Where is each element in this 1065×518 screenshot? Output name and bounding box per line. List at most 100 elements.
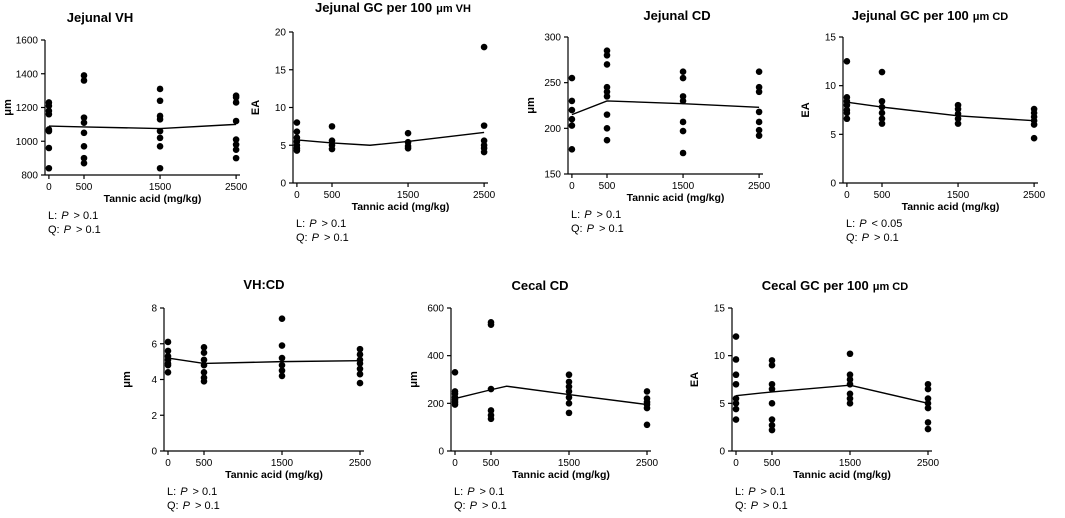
- x-tick-label: 1500: [558, 458, 581, 469]
- chart-title: Cecal CD: [511, 278, 568, 293]
- x-tick-label: 2500: [349, 458, 372, 469]
- chart-panel-4: Jejunal GC per 100 μm CD 0 5 10 15 0 500 1500 250…: [800, 8, 1046, 244]
- stat-linear-value: > 0.1: [597, 209, 622, 221]
- data-point: [156, 134, 164, 142]
- chart-title-suffix: μm CD: [973, 11, 1009, 23]
- chart-panel-3: Jejunal CD 150 200 250 300 0 500 1500 2500 Tannic…: [525, 8, 771, 235]
- data-point: [156, 127, 164, 135]
- data-point: [732, 416, 740, 423]
- x-tick-label: 500: [196, 458, 213, 469]
- data-point: [878, 103, 886, 111]
- stat-linear: L: P > 0.1: [167, 486, 217, 498]
- y-axis-label: EA: [800, 102, 812, 117]
- data-point: [755, 108, 763, 116]
- data-point: [924, 400, 932, 407]
- x-tick-label: 500: [324, 190, 341, 201]
- data-point: [80, 154, 88, 162]
- data-point: [328, 123, 336, 130]
- y-tick-label: 400: [427, 351, 444, 362]
- x-tick-label: 0: [569, 181, 575, 192]
- x-tick-label: 0: [46, 182, 52, 193]
- data-point: [603, 111, 611, 118]
- data-point: [755, 88, 763, 96]
- stat-quadratic-value: > 0.1: [482, 500, 507, 512]
- stat-quadratic: Q: P > 0.1: [735, 500, 788, 512]
- data-point: [45, 110, 53, 118]
- data-point: [80, 72, 88, 79]
- chart-title: Jejunal VH: [67, 10, 133, 25]
- stat-quadratic: Q: P > 0.1: [846, 232, 899, 244]
- data-point: [232, 141, 240, 148]
- y-tick-label: 1400: [16, 69, 39, 80]
- data-point: [45, 164, 53, 172]
- stat-linear: L: P > 0.1: [296, 218, 346, 230]
- data-point: [487, 321, 495, 328]
- data-point: [156, 143, 164, 150]
- data-point: [878, 109, 886, 117]
- stat-linear-label: L:: [571, 209, 580, 221]
- data-point: [768, 361, 776, 369]
- mean-line: [735, 384, 929, 405]
- stat-linear: L: P > 0.1: [571, 209, 621, 221]
- data-point: [732, 356, 740, 363]
- data-point: [293, 128, 301, 135]
- chart-panel-5: VH:CD 0 2 4 6 8 0 500 1500 2500 Tannic acid (mg/kg…: [121, 277, 372, 512]
- chart-title: VH:CD: [243, 277, 284, 292]
- data-point: [565, 400, 573, 407]
- mean-line: [846, 101, 1035, 122]
- data-point: [755, 83, 763, 91]
- stat-quadratic-value: > 0.1: [763, 500, 788, 512]
- data-point: [232, 146, 240, 153]
- data-point: [565, 394, 573, 401]
- y-tick-label: 10: [275, 103, 287, 114]
- data-point: [603, 61, 611, 68]
- x-tick-label: 2500: [917, 458, 940, 469]
- data-point: [80, 159, 88, 167]
- data-point: [156, 164, 164, 172]
- data-point: [732, 333, 740, 340]
- y-tick-label: 150: [544, 170, 561, 181]
- data-point: [846, 371, 854, 379]
- data-point: [164, 338, 172, 346]
- stat-quadratic-label: Q:: [571, 223, 583, 235]
- data-point: [328, 145, 336, 153]
- chart-title-main: Cecal GC per 100: [762, 278, 869, 293]
- data-point: [603, 88, 611, 96]
- data-point: [924, 425, 932, 433]
- stat-quadratic-value: > 0.1: [324, 232, 349, 244]
- y-axis-label: μm: [2, 99, 14, 116]
- x-axis-label: Tannic acid (mg/kg): [352, 201, 450, 213]
- chart-title-main: Cecal CD: [511, 278, 568, 293]
- x-tick-label: 500: [764, 458, 781, 469]
- x-axis-label: Tannic acid (mg/kg): [512, 469, 610, 481]
- data-point: [293, 119, 301, 126]
- chart-title: Jejunal CD: [643, 8, 710, 23]
- chart-panel-1: Jejunal VH 800 1000 1200 1400 1600 0 500 1500 250…: [2, 10, 248, 236]
- y-tick-label: 200: [427, 399, 444, 410]
- data-point: [200, 361, 208, 369]
- data-point: [603, 47, 611, 54]
- y-tick-label: 6: [151, 339, 157, 350]
- mean-line: [454, 385, 648, 406]
- data-point: [568, 74, 576, 82]
- stat-linear-value: > 0.1: [322, 218, 347, 230]
- y-tick-label: 0: [280, 179, 286, 190]
- data-point: [200, 356, 208, 364]
- stat-linear-p: P: [748, 486, 756, 498]
- data-point: [846, 400, 854, 407]
- x-tick-label: 0: [452, 458, 458, 469]
- stat-quadratic: Q: P > 0.1: [454, 500, 507, 512]
- data-point: [768, 416, 776, 423]
- chart-title-main: Jejunal GC per 100: [315, 0, 432, 15]
- data-point: [80, 114, 88, 121]
- data-point: [846, 380, 854, 388]
- x-axis-label: Tannic acid (mg/kg): [104, 193, 202, 205]
- x-axis-label: Tannic acid (mg/kg): [225, 469, 323, 481]
- stat-linear-label: L:: [167, 486, 176, 498]
- data-point: [278, 315, 286, 323]
- data-point: [643, 388, 651, 395]
- stat-quadratic-p: P: [64, 224, 72, 236]
- x-tick-label: 500: [483, 458, 500, 469]
- data-point: [568, 146, 576, 153]
- chart-title-main: Jejunal VH: [67, 10, 133, 25]
